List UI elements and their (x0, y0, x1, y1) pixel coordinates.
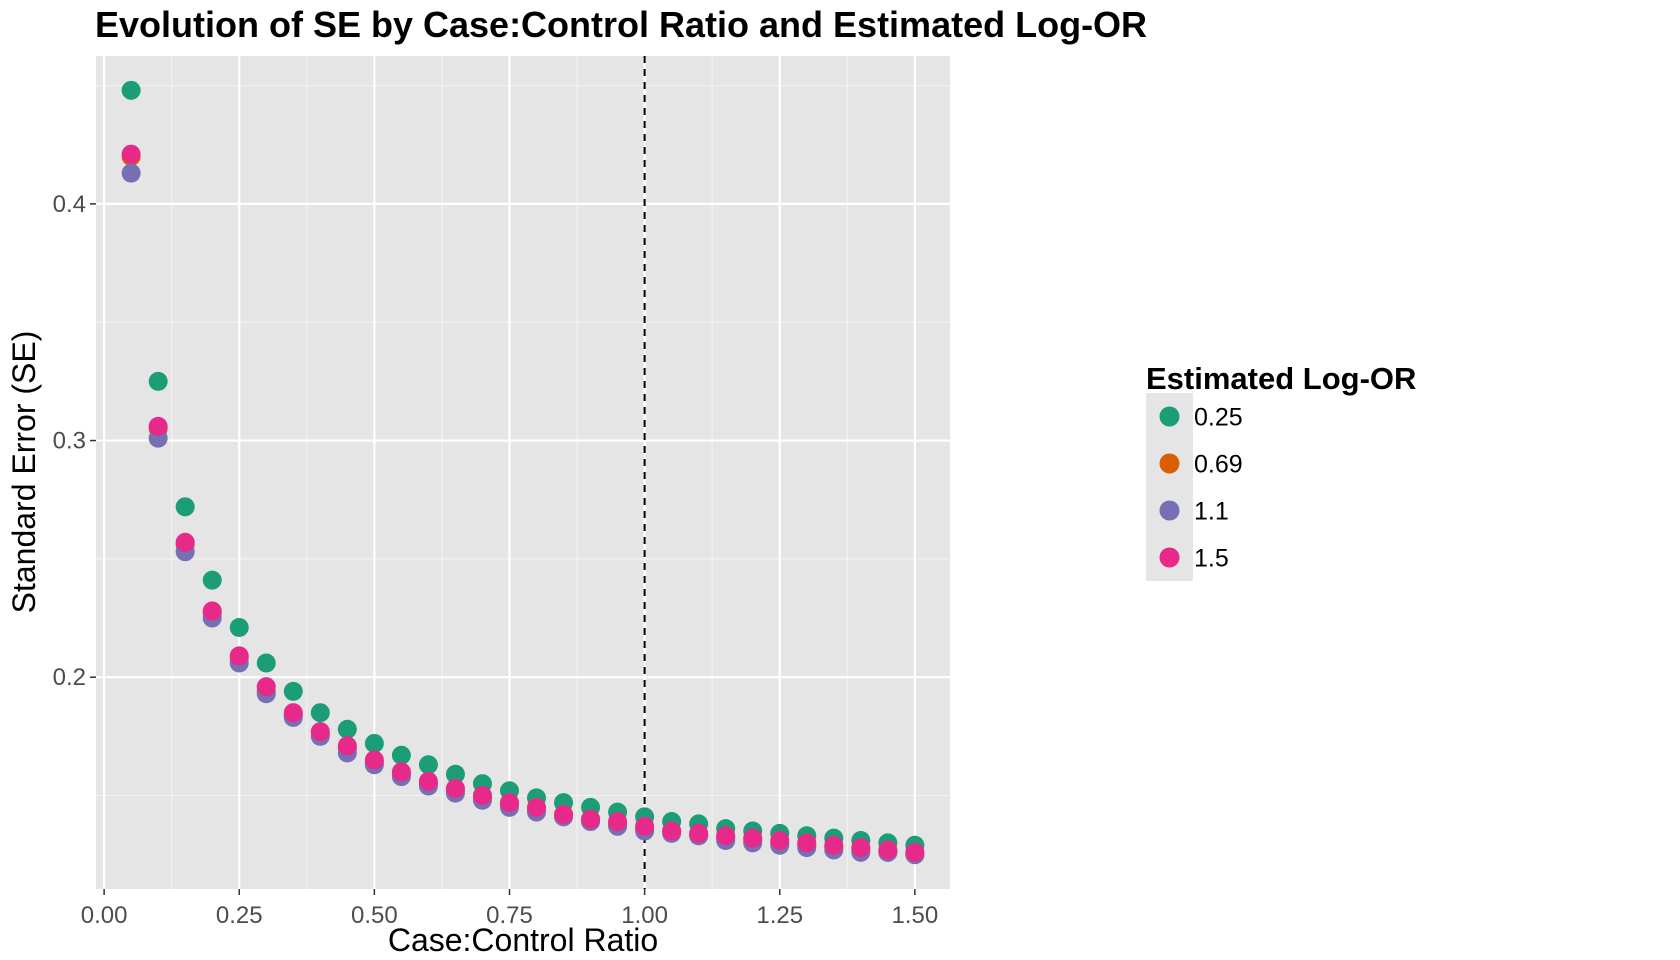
data-point (121, 80, 141, 100)
data-point (878, 840, 898, 860)
data-point (581, 809, 601, 829)
chart-title: Evolution of SE by Case:Control Ratio an… (95, 4, 1147, 45)
data-point (472, 786, 492, 806)
data-point (121, 163, 141, 183)
y-tick-label: 0.2 (53, 664, 86, 691)
legend: Estimated Log-OR 0.25 0.69 1.1 1.5 (1146, 361, 1416, 581)
legend-label: 1.5 (1194, 545, 1229, 573)
data-point (716, 826, 736, 846)
data-point (310, 703, 330, 723)
data-point (229, 646, 249, 666)
data-point (851, 838, 871, 858)
series-1.5 (121, 144, 925, 862)
legend-item-0.25: 0.25 (1146, 393, 1243, 440)
data-point (554, 804, 574, 824)
data-point (202, 570, 222, 590)
legend-dot (1159, 500, 1180, 521)
y-axis-ticks: 0.2 0.3 0.4 (53, 191, 96, 691)
x-tick-label: 1.00 (621, 902, 668, 929)
data-points (121, 80, 925, 865)
x-tick-label: 0.50 (351, 902, 398, 929)
y-tick-label: 0.3 (53, 428, 86, 455)
legend-dot (1159, 453, 1180, 474)
legend-label: 0.25 (1194, 404, 1243, 432)
data-point (202, 601, 222, 621)
data-point (499, 793, 519, 813)
y-tick-label: 0.4 (53, 191, 86, 218)
data-point (283, 703, 303, 723)
legend-label: 1.1 (1194, 498, 1229, 526)
data-point (364, 750, 384, 770)
data-point (743, 828, 763, 848)
data-point (337, 719, 357, 739)
plot-panel (96, 56, 950, 889)
data-point (337, 736, 357, 756)
data-point (283, 681, 303, 701)
data-point (662, 821, 682, 841)
legend-dot (1159, 547, 1180, 568)
legend-item-0.69: 0.69 (1146, 440, 1243, 487)
data-point (527, 797, 547, 817)
data-point (256, 653, 276, 673)
x-axis-title: Case:Control Ratio (388, 922, 658, 958)
data-point (608, 812, 628, 832)
data-point (364, 733, 384, 753)
x-tick-label: 1.50 (892, 902, 939, 929)
data-point (256, 677, 276, 697)
data-point (445, 764, 465, 784)
data-point (391, 762, 411, 782)
x-axis-ticks: 0.00 0.25 0.50 0.75 1.00 1.25 1.50 (81, 889, 938, 929)
data-point (310, 722, 330, 742)
data-point (148, 416, 168, 436)
x-tick-label: 0.75 (486, 902, 533, 929)
data-point (797, 833, 817, 853)
data-point (445, 778, 465, 798)
x-tick-label: 0.25 (216, 902, 263, 929)
data-point (905, 842, 925, 862)
y-axis-title: Standard Error (SE) (6, 331, 42, 614)
data-point (418, 771, 438, 791)
data-point (770, 830, 790, 850)
legend-title: Estimated Log-OR (1146, 361, 1416, 396)
data-point (689, 823, 709, 843)
legend-label: 0.69 (1194, 451, 1243, 479)
data-point (175, 532, 195, 552)
data-point (175, 497, 195, 517)
legend-item-1.5: 1.5 (1146, 534, 1229, 581)
data-point (148, 371, 168, 391)
data-point (229, 618, 249, 638)
legend-dot (1159, 406, 1180, 427)
data-point (418, 755, 438, 775)
data-point (824, 835, 844, 855)
x-tick-label: 0.00 (81, 902, 128, 929)
data-point (391, 745, 411, 765)
legend-item-1.1: 1.1 (1146, 487, 1229, 534)
data-point (635, 816, 655, 836)
data-point (121, 144, 141, 164)
x-tick-label: 1.25 (756, 902, 803, 929)
